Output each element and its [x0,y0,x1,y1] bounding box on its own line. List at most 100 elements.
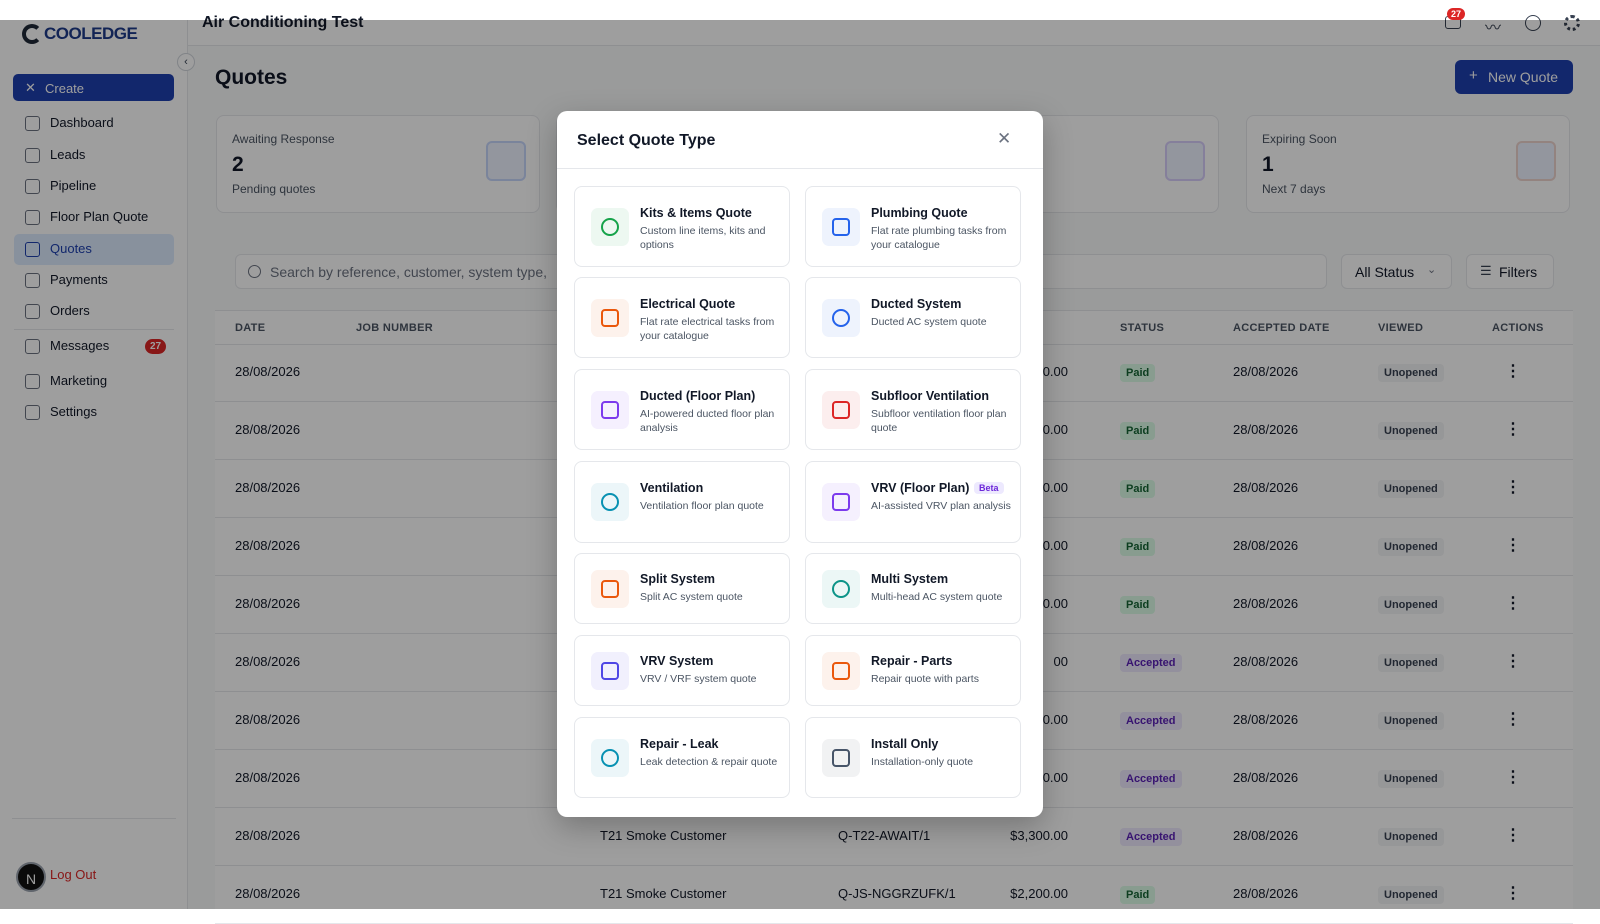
collapse-button[interactable]: ‹ [177,53,195,71]
row-actions[interactable]: ⋮ [1505,479,1521,496]
cell-amount: 0.00 [1042,596,1068,611]
row-actions[interactable]: ⋮ [1505,711,1521,728]
status-pill: Paid [1120,886,1156,904]
quote-type-title: Repair - Leak [640,737,719,751]
logo-mark [22,24,42,44]
logout[interactable]: Log Out [50,867,97,882]
search-placeholder: Search by reference, customer, system ty… [270,264,548,280]
cell-amount: 00 [1053,654,1068,669]
filters-label: Filters [1499,264,1538,280]
quote-type-card[interactable]: Electrical Quote Flat rate electrical tas… [574,277,790,358]
cell-accepted: 28/08/2026 [1233,538,1299,553]
nav-item[interactable]: Payments [50,272,108,287]
nav-item[interactable]: Marketing [50,373,108,388]
column-header: ACTIONS [1492,322,1544,334]
quote-type-description: Ventilation floor plan quote [640,500,764,512]
quote-type-card[interactable]: Install Only Installation-only quote [805,717,1021,798]
row-actions[interactable]: ⋮ [1505,827,1521,844]
nav-item[interactable]: Messages [50,338,110,353]
cell-accepted: 28/08/2026 [1233,828,1299,843]
cell-amount: 0.00 [1042,422,1068,437]
row-actions[interactable]: ⋮ [1505,421,1521,438]
viewed-pill: Unopened [1378,770,1444,788]
quote-type-title: VRV System [640,654,714,668]
quote-type-card[interactable]: Kits & Items Quote Custom line items, kit… [574,186,790,267]
nav-item[interactable]: Floor Plan Quote [50,209,149,224]
quote-type-card[interactable]: VRV (Floor Plan) Beta AI-assisted VRV plan… [805,461,1021,543]
stat-icon [1165,141,1205,181]
column-header: DATE [235,322,266,334]
row-actions[interactable]: ⋮ [1505,769,1521,786]
row-actions[interactable]: ⋮ [1505,885,1521,902]
modal-title: Select Quote Type [577,132,716,149]
divider [12,818,176,819]
filters-button[interactable] [1466,254,1554,289]
nav-item[interactable]: Leads [50,147,86,162]
quote-type-title: Kits & Items Quote [640,206,752,220]
quote-type-card[interactable]: Split System Split AC system quote [574,553,790,624]
settings-icon[interactable] [1564,15,1580,31]
quote-type-card[interactable]: Subfloor Ventilation Subfloor ventilation… [805,369,1021,450]
new-quote-label: New Quote [1488,69,1559,85]
header-border [188,45,1600,46]
cell-customer: T21 Smoke Customer [600,886,727,901]
quote-type-title: Ventilation [640,481,704,495]
quote-type-card[interactable]: Ventilation Ventilation floor plan quote [574,461,790,543]
quote-type-icon [591,298,629,337]
quote-type-card[interactable]: Ducted (Floor Plan) AI-powered ducted flo… [574,369,790,450]
row-actions[interactable]: ⋮ [1505,363,1521,380]
chevron: ⌄ [1427,264,1437,276]
filters-icon: ☰ [1480,263,1492,278]
cell-date: 28/08/2026 [235,538,301,553]
quote-type-card[interactable]: VRV System VRV / VRF system quote [574,635,790,706]
quote-type-card[interactable]: Repair - Leak Leak detection & repair quo… [574,717,790,798]
quote-type-description: Ducted AC system quote [871,316,987,328]
new-quote-button[interactable] [1455,60,1573,94]
quote-type-card[interactable]: Repair - Parts Repair quote with parts [805,635,1021,706]
quote-type-icon [591,390,629,429]
create-button[interactable] [13,74,174,101]
row-actions[interactable]: ⋮ [1505,653,1521,670]
status-pill: Paid [1120,538,1156,556]
help-icon[interactable] [1525,15,1541,31]
cell-accepted: 28/08/2026 [1233,770,1299,785]
search-icon [248,265,261,278]
icon-glyph [832,748,850,767]
modal: Select Quote Type ✕ Kits & Items Quote Cu… [557,111,1043,817]
quote-type-title: Ducted System [871,297,962,311]
quote-type-card[interactable]: Plumbing Quote Flat rate plumbing tasks f… [805,186,1021,267]
status-pill: Paid [1120,596,1156,614]
cell-amount: 0.00 [1042,480,1068,495]
quote-type-icon [822,651,860,690]
nav-icon [25,374,40,389]
nav-item[interactable]: Pipeline [50,178,97,193]
nav-item[interactable]: Quotes [50,241,92,256]
nav-item[interactable]: Dashboard [50,115,114,130]
quote-type-icon [591,569,629,608]
icon-glyph [832,493,850,511]
nav-item[interactable]: Settings [50,404,97,419]
activity-icon[interactable]: 〰 [1485,20,1502,37]
divider [14,329,174,330]
column-header: ACCEPTED DATE [1233,322,1330,334]
status-pill: Accepted [1120,770,1182,788]
stat-value: 1 [1262,153,1274,176]
quote-type-card[interactable]: Multi System Multi-head AC system quote [805,553,1021,624]
icon-glyph [601,493,619,511]
icon-glyph [601,217,619,236]
status-pill: Accepted [1120,654,1182,672]
viewed-pill: Unopened [1378,364,1444,382]
nav-item[interactable]: Orders [50,303,90,318]
quote-type-description: Split AC system quote [640,591,743,603]
quote-type-card[interactable]: Ducted System Ducted AC system quote [805,277,1021,358]
cell-accepted: 28/08/2026 [1233,480,1299,495]
cell-date: 28/08/2026 [235,770,301,785]
row-actions[interactable]: ⋮ [1505,595,1521,612]
status-select[interactable] [1341,254,1452,289]
viewed-pill: Unopened [1378,596,1444,614]
row-actions[interactable]: ⋮ [1505,537,1521,554]
modal-close[interactable]: ✕ [997,129,1012,148]
quote-type-icon [822,483,860,521]
quote-type-title: Install Only [871,737,939,751]
